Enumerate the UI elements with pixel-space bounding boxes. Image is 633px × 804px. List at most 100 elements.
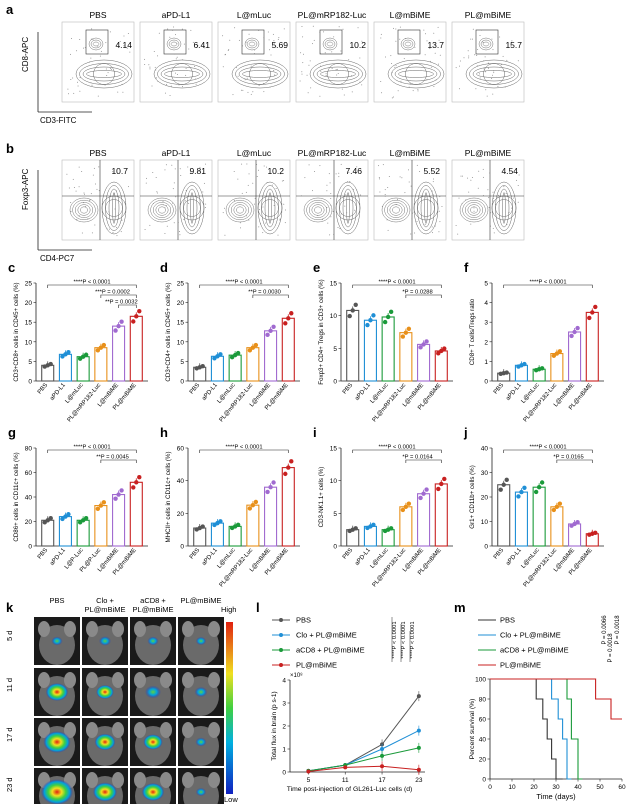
flow-event-dot: [479, 77, 481, 79]
flow-contour: [464, 202, 484, 218]
y-tick-label: 5: [333, 511, 337, 518]
gate-box: [241, 29, 265, 55]
flow-event-dot: [254, 197, 256, 199]
flow-event-dot: [94, 224, 96, 226]
panel-letter-e: e: [313, 260, 320, 275]
flow-event-dot: [320, 70, 322, 72]
flow-event-dot: [188, 48, 190, 50]
flow-event-dot: [400, 80, 402, 82]
flow-event-dot: [491, 78, 493, 80]
flow-event-dot: [417, 88, 419, 90]
flow-event-dot: [471, 176, 473, 178]
mouse-ear: [182, 722, 194, 738]
flow-event-dot: [378, 165, 380, 167]
significance-bracket: [199, 449, 289, 453]
flow-event-dot: [121, 83, 123, 85]
flow-contour: [470, 206, 478, 214]
flow-event-dot: [439, 54, 441, 56]
x-tick-label: PBS: [189, 547, 201, 560]
flow-event-dot: [361, 84, 363, 86]
x-tick-label: 11: [342, 777, 349, 784]
flow-contour: [248, 41, 256, 47]
flow-event-dot: [409, 83, 411, 85]
flow-event-dot: [277, 38, 279, 40]
data-point: [575, 519, 580, 525]
bioluminescence-signal: [195, 737, 207, 747]
mouse-ear: [134, 621, 146, 637]
flow-contour: [483, 63, 505, 85]
flow-event-dot: [351, 91, 353, 93]
flow-contour: [462, 199, 486, 221]
flow-event-dot: [455, 224, 457, 226]
flow-title: aPD-L1: [162, 10, 191, 20]
p-value-annotation: ****P < 0.0001: [529, 280, 566, 286]
flow-event-dot: [123, 35, 125, 37]
flow-event-dot: [156, 191, 158, 193]
flow-event-dot: [319, 31, 321, 33]
flow-event-dot: [387, 229, 389, 231]
flow-event-dot: [355, 200, 357, 202]
mouse-ear: [182, 772, 194, 788]
bioluminescence-signal: [195, 787, 207, 797]
flow-event-dot: [392, 96, 394, 98]
mouse-ear: [160, 672, 172, 688]
flow-title: L@mLuc: [237, 10, 272, 20]
data-point: [400, 507, 406, 513]
flow-event-dot: [122, 91, 124, 93]
mouse-ear: [112, 621, 124, 637]
flow-event-dot: [155, 77, 157, 79]
data-point: [436, 486, 441, 492]
y-tick-label: 10: [330, 313, 338, 320]
gate-box: [163, 29, 187, 55]
flow-event-dot: [459, 65, 461, 67]
flow-event-dot: [270, 54, 272, 56]
flow-event-dot: [253, 49, 255, 51]
flow-contour: [417, 199, 435, 217]
flow-event-dot: [505, 193, 507, 195]
flow-event-dot: [125, 201, 127, 203]
flow-event-dot: [126, 47, 128, 49]
flow-event-dot: [459, 60, 461, 62]
flow-event-dot: [511, 207, 513, 209]
bioluminescence-signal: [43, 731, 71, 753]
bar: [532, 486, 546, 547]
flow-plot-frame: [373, 159, 447, 241]
bar: [129, 315, 143, 382]
p-value-annotation: **P = 0.0045: [96, 455, 129, 461]
flow-event-dot: [483, 68, 485, 70]
flow-event-dot: [333, 197, 335, 199]
flow-event-dot: [302, 62, 304, 64]
flow-event-dot: [338, 172, 340, 174]
flow-event-dot: [429, 48, 431, 50]
x-tick-label: 30: [552, 784, 560, 791]
x-tick-label: 5: [307, 777, 311, 784]
flow-event-dot: [127, 33, 129, 35]
legend-label: Clo + PL@mBiME: [296, 631, 357, 640]
legend-label: PL@mBiME: [500, 661, 541, 670]
flow-contour: [261, 199, 279, 217]
flow-event-dot: [91, 232, 93, 234]
flow-contour: [80, 206, 88, 214]
flow-event-dot: [326, 184, 328, 186]
flow-event-dot: [266, 182, 268, 184]
flow-event-dot: [246, 163, 248, 165]
panel-letter-a: a: [6, 2, 14, 17]
y-tick-label: 5: [484, 281, 488, 288]
flow-event-dot: [487, 189, 489, 191]
flow-event-dot: [188, 202, 190, 204]
flow-event-dot: [486, 95, 488, 97]
y-tick-label: 5: [333, 346, 337, 353]
flow-event-dot: [490, 212, 492, 214]
flow-title: L@mBiME: [390, 148, 431, 158]
y-tick-label: 15: [330, 446, 338, 453]
significance-bracket: [252, 294, 289, 298]
flow-event-dot: [273, 42, 275, 44]
flow-event-dot: [338, 26, 340, 28]
imaging-row-label: 17 d: [5, 727, 14, 742]
flow-event-dot: [120, 231, 122, 233]
flow-event-dot: [265, 222, 267, 224]
flow-event-dot: [222, 212, 224, 214]
flow-event-dot: [311, 43, 313, 45]
flow-event-dot: [484, 71, 486, 73]
